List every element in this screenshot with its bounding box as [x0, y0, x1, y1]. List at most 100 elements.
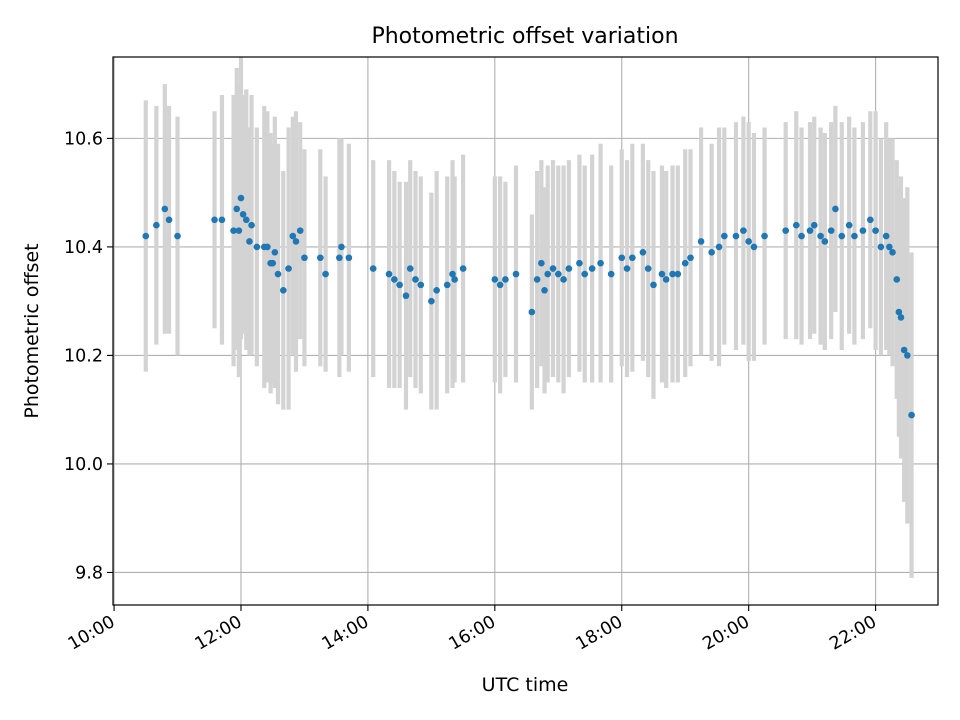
data-point	[893, 276, 901, 283]
data-point	[338, 243, 345, 251]
data-point	[502, 276, 509, 283]
data-point	[396, 281, 403, 289]
data-point	[674, 270, 682, 278]
data-point	[817, 232, 824, 240]
data-point	[732, 232, 740, 240]
data-point	[533, 276, 541, 283]
data-point	[451, 276, 458, 283]
data-point	[782, 227, 789, 234]
data-point	[897, 314, 905, 321]
data-point	[560, 276, 567, 283]
data-point	[237, 194, 245, 202]
data-point	[650, 281, 657, 289]
data-point	[565, 265, 573, 272]
data-point	[406, 265, 414, 272]
data-point	[715, 243, 723, 251]
data-point	[242, 216, 250, 224]
data-point	[246, 238, 253, 245]
data-point	[289, 232, 297, 240]
data-point	[391, 276, 398, 283]
data-point	[904, 352, 911, 359]
data-point	[165, 216, 173, 224]
y-tick-label: 10.4	[64, 238, 103, 258]
data-point	[581, 270, 589, 278]
data-point	[428, 297, 435, 305]
data-point	[644, 265, 652, 272]
data-point	[895, 308, 903, 316]
data-point	[877, 243, 885, 251]
data-points	[142, 194, 915, 419]
data-point	[810, 221, 818, 229]
data-point	[740, 227, 747, 234]
data-point	[271, 249, 279, 256]
data-point	[588, 265, 596, 272]
data-point	[345, 254, 353, 262]
y-tick-label: 9.8	[75, 563, 103, 583]
data-point	[745, 238, 752, 245]
data-point	[301, 254, 308, 262]
data-point	[491, 276, 499, 283]
y-tick-label: 10.6	[64, 129, 103, 149]
data-point	[761, 232, 768, 240]
data-point	[867, 216, 874, 224]
data-point	[538, 259, 545, 267]
data-point	[662, 276, 670, 283]
data-point	[900, 346, 908, 354]
data-point	[161, 205, 169, 213]
data-point	[669, 270, 676, 278]
y-axis-label: Photometric offset	[21, 243, 43, 418]
data-point	[851, 232, 858, 240]
data-point	[798, 232, 805, 240]
chart-title: Photometric offset variation	[371, 24, 678, 49]
data-point	[708, 249, 715, 256]
data-point	[639, 249, 647, 256]
data-point	[872, 227, 879, 234]
data-point	[908, 411, 915, 419]
data-point	[886, 243, 893, 251]
data-point	[845, 221, 853, 229]
data-point	[792, 221, 800, 229]
data-point	[292, 238, 300, 245]
data-point	[417, 281, 425, 289]
data-point	[658, 270, 666, 278]
data-point	[882, 232, 890, 240]
data-point	[544, 270, 552, 278]
data-point	[269, 259, 277, 267]
data-point	[253, 243, 261, 251]
data-point	[285, 265, 292, 272]
data-point	[806, 227, 814, 234]
data-point	[607, 270, 615, 278]
data-point	[443, 281, 451, 289]
data-point	[248, 221, 255, 229]
data-point	[549, 265, 557, 272]
data-point	[681, 259, 689, 267]
data-point	[496, 281, 504, 289]
data-point	[153, 221, 160, 229]
data-point	[687, 254, 694, 262]
data-point	[322, 270, 329, 278]
data-point	[412, 276, 419, 283]
data-point	[721, 232, 728, 240]
data-point	[528, 308, 536, 316]
y-tick-label: 10.2	[64, 346, 103, 366]
data-point	[459, 265, 467, 272]
data-point	[174, 232, 181, 240]
data-point	[623, 265, 631, 272]
data-point	[317, 254, 324, 262]
data-point	[838, 232, 846, 240]
data-point	[239, 211, 247, 218]
data-point	[449, 270, 456, 278]
data-point	[629, 254, 636, 262]
data-point	[821, 238, 829, 245]
data-point	[385, 270, 393, 278]
data-point	[336, 254, 343, 262]
data-point	[541, 287, 548, 294]
data-point	[597, 259, 604, 267]
data-point	[832, 205, 839, 213]
data-point	[827, 227, 835, 234]
data-point	[279, 287, 287, 294]
data-point	[618, 254, 626, 262]
data-point	[576, 259, 583, 267]
x-axis-label: UTC time	[482, 674, 569, 696]
